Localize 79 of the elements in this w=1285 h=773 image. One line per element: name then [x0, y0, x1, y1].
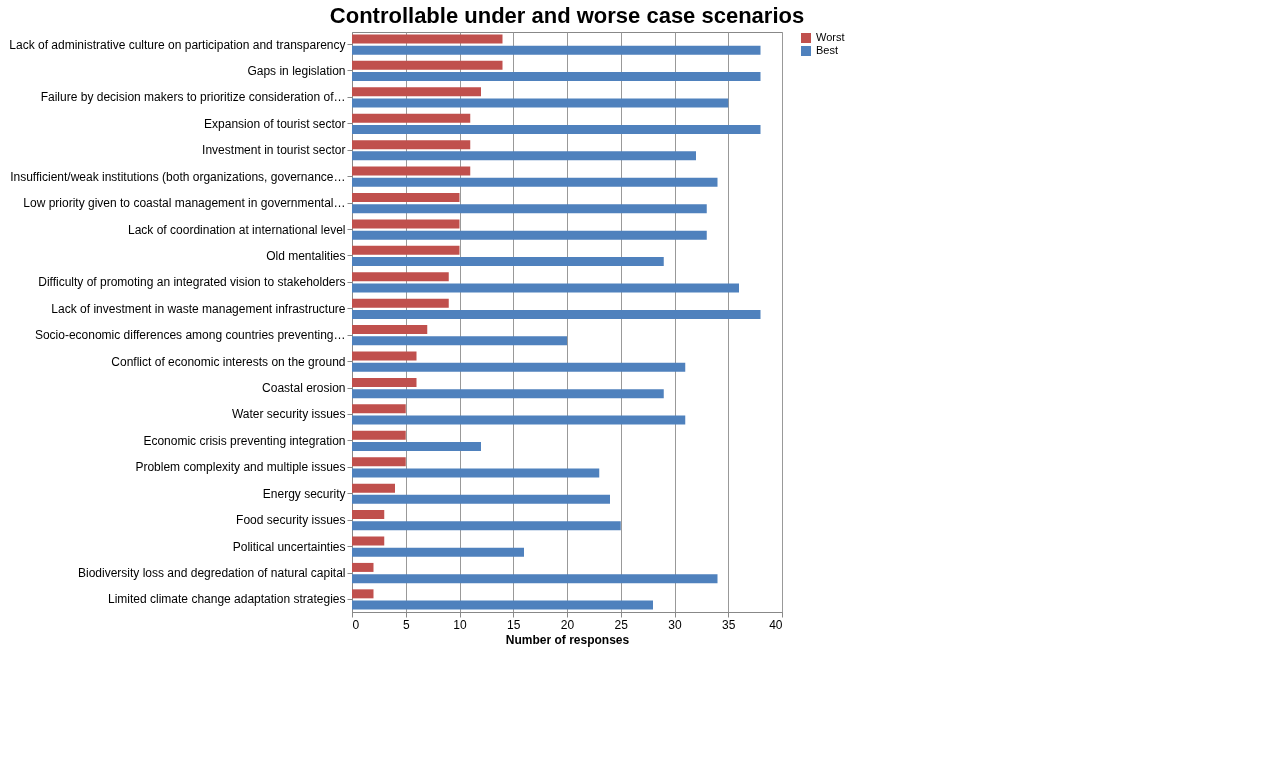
y-tick-label: Food security issues — [236, 513, 346, 528]
y-tick-label: Lack of administrative culture on participation and transparency — [9, 37, 346, 52]
bar — [352, 60, 503, 70]
bar — [352, 510, 385, 520]
y-tick-label: Biodiversity loss and degredation of natural capital — [78, 566, 346, 581]
x-tick-label: 25 — [614, 617, 629, 632]
bar — [352, 298, 449, 308]
bar — [352, 404, 406, 414]
bar — [352, 283, 739, 293]
x-tick-label: 35 — [722, 617, 736, 632]
y-tick-label: Water security issues — [231, 407, 346, 422]
x-tick-label: 0 — [352, 617, 360, 632]
x-tick-label: 15 — [507, 617, 521, 632]
y-tick-label: Lack of investment in waste management infrastructure — [51, 301, 346, 316]
y-tick-label: Difficulty of promoting an integrated vision to stakeholders — [38, 275, 346, 290]
bar — [352, 34, 503, 44]
y-tick-label: Expansion of tourist sector — [204, 116, 346, 131]
bar — [352, 272, 449, 282]
bar — [352, 151, 696, 161]
bar — [352, 442, 481, 452]
bar — [352, 204, 707, 214]
bar — [352, 547, 524, 557]
bar — [352, 494, 610, 504]
bar — [352, 536, 385, 546]
y-tick-label: Conflict of economic interests on the ground — [111, 354, 346, 369]
bar — [352, 245, 460, 255]
bar — [352, 377, 417, 387]
bar — [352, 483, 395, 493]
bar — [352, 219, 460, 229]
bar — [352, 468, 600, 478]
bar — [352, 177, 718, 187]
bar — [352, 362, 686, 372]
bar — [352, 389, 664, 399]
y-tick-label: Political uncertainties — [232, 539, 346, 554]
chart-title: Controllable under and worse case scenarios — [329, 3, 805, 28]
x-tick-label: 5 — [402, 617, 410, 632]
bar — [352, 257, 664, 267]
legend-label: Best — [816, 44, 839, 56]
bar — [352, 589, 374, 599]
y-tick-label: Coastal erosion — [262, 381, 346, 396]
bar — [352, 562, 374, 572]
y-tick-label: Gaps in legislation — [247, 63, 346, 78]
bar — [352, 192, 460, 202]
bar — [352, 600, 653, 610]
bar — [352, 98, 729, 108]
x-axis-title: Number of responses — [505, 632, 630, 647]
y-tick-label: Socio-economic differences among countries preventing… — [34, 328, 346, 343]
y-tick-label: Old mentalities — [266, 248, 346, 263]
y-tick-label: Limited climate change adaptation strategies — [108, 592, 346, 607]
bar — [352, 113, 471, 123]
bar — [352, 521, 621, 531]
y-tick-label: Investment in tourist sector — [202, 143, 346, 158]
bar — [352, 430, 406, 440]
bar — [352, 574, 718, 584]
y-tick-label: Lack of coordination at international level — [128, 222, 346, 237]
y-tick-label: Low priority given to coastal management in governmental… — [23, 196, 346, 211]
x-tick-label: 40 — [769, 617, 783, 632]
bar — [352, 87, 481, 97]
bar — [352, 336, 567, 346]
bar — [352, 351, 417, 361]
bar — [352, 166, 471, 176]
bar — [352, 140, 471, 150]
bar — [352, 45, 761, 55]
bar — [352, 72, 761, 82]
x-tick-label: 30 — [668, 617, 682, 632]
bar — [352, 415, 686, 425]
bar — [352, 309, 761, 319]
y-tick-label: Economic crisis preventing integration — [143, 433, 346, 448]
y-tick-label: Failure by decision makers to prioritize consideration of… — [40, 90, 346, 105]
y-tick-label: Insufficient/weak institutions (both organizations, governance… — [10, 169, 346, 184]
bar — [352, 230, 707, 240]
legend-label: Worst — [816, 31, 845, 43]
bar — [352, 325, 428, 335]
x-tick-label: 20 — [560, 617, 575, 632]
bar — [352, 457, 406, 467]
bar — [352, 124, 761, 134]
y-tick-label: Problem complexity and multiple issues — [135, 460, 346, 475]
y-tick-label: Energy security — [262, 486, 346, 501]
x-tick-label: 10 — [453, 617, 467, 632]
